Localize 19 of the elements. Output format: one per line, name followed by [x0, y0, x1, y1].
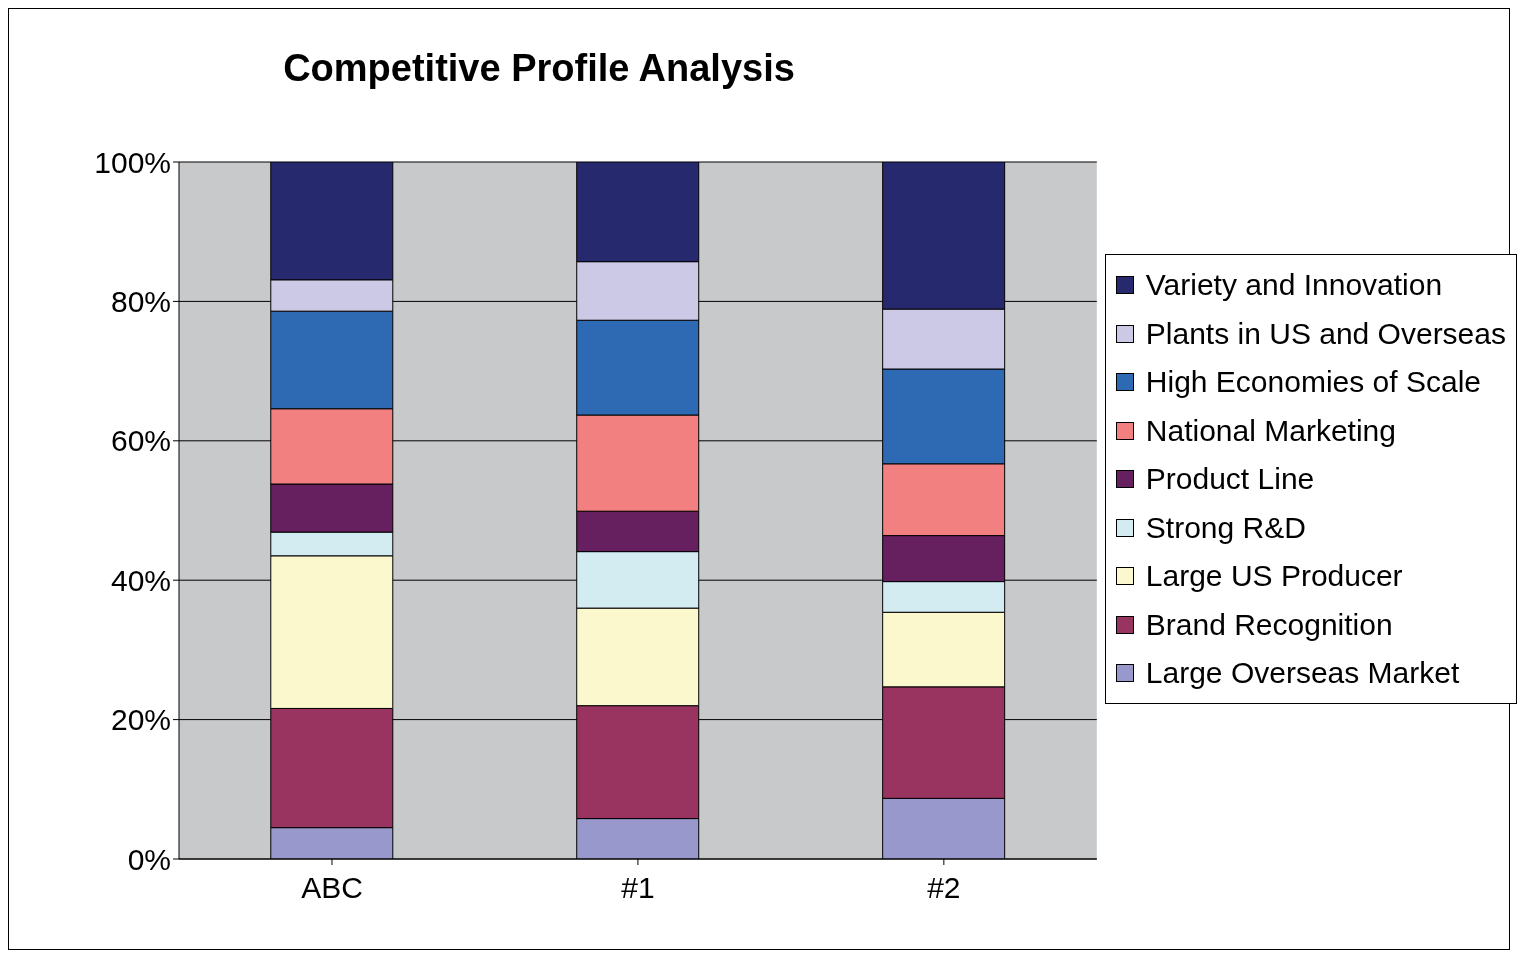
legend-label: National Marketing — [1145, 413, 1396, 448]
legend-label: Variety and Innovation — [1145, 268, 1443, 302]
x-tick-label: ABC — [301, 871, 363, 905]
y-tick-label: 20% — [110, 703, 171, 737]
legend-label: High Economies of Scale — [1145, 365, 1481, 399]
legend-label: Large Overseas Market — [1145, 656, 1460, 690]
x-tick-label: #2 — [927, 871, 961, 905]
legend-label: Strong R&D — [1145, 510, 1306, 545]
x-tick-label: #1 — [621, 871, 655, 905]
y-tick-label: 100% — [94, 145, 171, 179]
y-tick-label: 60% — [110, 424, 171, 458]
legend-label: Brand Recognition — [1145, 607, 1393, 642]
y-tick-label: 80% — [110, 285, 171, 319]
y-tick-label: 0% — [127, 842, 171, 876]
y-tick-label: 40% — [110, 563, 171, 597]
chart-title: Competitive Profile Analysis — [282, 46, 796, 90]
legend-label: Plants in US and Overseas — [1145, 316, 1506, 351]
legend-label: Large US Producer — [1145, 559, 1403, 593]
legend-label: Product Line — [1145, 462, 1315, 496]
